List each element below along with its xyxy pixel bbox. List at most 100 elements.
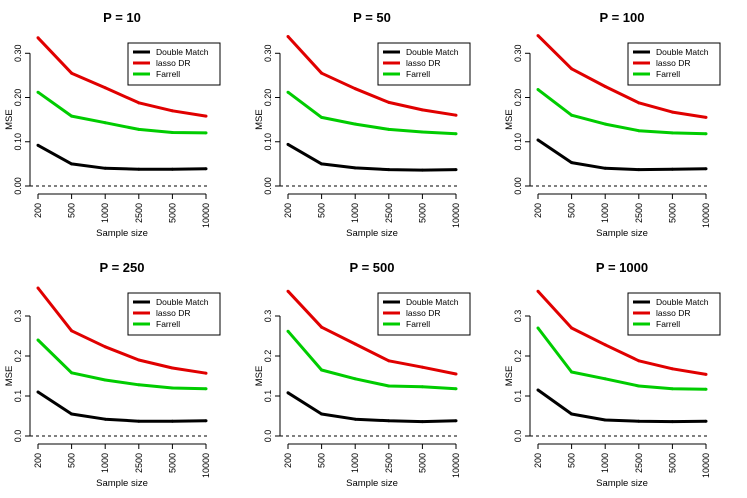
data-point <box>103 378 107 382</box>
data-point <box>704 115 708 119</box>
legend-label: Farrell <box>156 319 180 329</box>
y-tick-label: 0.2 <box>513 350 523 363</box>
data-point <box>353 122 357 126</box>
series-line-0 <box>287 391 457 424</box>
data-point <box>454 419 458 423</box>
x-tick-label: 200 <box>283 453 293 468</box>
data-point <box>603 377 607 381</box>
data-point <box>353 417 357 421</box>
data-point <box>103 86 107 90</box>
series-line-1 <box>536 34 707 119</box>
data-point <box>387 419 391 423</box>
x-tick-label: 200 <box>533 203 543 218</box>
data-point <box>454 132 458 136</box>
x-tick-label: 1000 <box>350 203 360 223</box>
data-point <box>70 329 74 333</box>
data-point <box>670 420 674 424</box>
data-point <box>536 88 540 92</box>
data-point <box>670 387 674 391</box>
data-point <box>454 387 458 391</box>
x-tick-label: 5000 <box>417 203 427 223</box>
x-tick-label: 2500 <box>634 203 644 223</box>
data-point <box>320 325 324 329</box>
y-tick-label: 0.00 <box>513 177 523 195</box>
data-point <box>637 419 641 423</box>
data-point <box>704 387 708 391</box>
legend-label: Farrell <box>656 319 680 329</box>
data-point <box>353 87 357 91</box>
x-tick-label: 500 <box>317 203 327 218</box>
chart-panel: P = 10 0.00 0.10 0.20 0.30 MSE 200 500 1000 2500 5… <box>4 10 221 239</box>
data-point <box>603 343 607 347</box>
y-tick-label: 0.3 <box>263 310 273 323</box>
data-point <box>137 383 141 387</box>
x-tick-label: 10000 <box>201 453 211 478</box>
x-tick-label: 200 <box>33 453 43 468</box>
y-tick-label: 0.10 <box>513 133 523 151</box>
y-tick-label: 0.3 <box>13 310 23 323</box>
legend-label: Double Match <box>656 297 709 307</box>
x-tick-label: 2500 <box>384 453 394 473</box>
data-point <box>570 412 574 416</box>
panel-title: P = 100 <box>600 10 645 25</box>
data-point <box>670 167 674 171</box>
data-point <box>387 384 391 388</box>
series-line-1 <box>536 290 707 376</box>
data-point <box>603 166 607 170</box>
panel-title: P = 1000 <box>596 260 648 275</box>
data-point <box>137 127 141 131</box>
data-point <box>353 166 357 170</box>
legend-label: Double Match <box>156 47 209 57</box>
y-axis-label: MSE <box>504 366 515 387</box>
data-point <box>320 115 324 119</box>
x-tick-label: 500 <box>567 453 577 468</box>
data-point <box>387 100 391 104</box>
legend-label: Farrell <box>406 69 430 79</box>
legend-label: Farrell <box>656 69 680 79</box>
data-point <box>170 109 174 113</box>
data-point <box>603 418 607 422</box>
legend-label: lasso DR <box>156 58 190 68</box>
series-line-0 <box>537 388 707 424</box>
x-axis-label: Sample size <box>596 478 648 489</box>
data-point <box>570 67 574 71</box>
data-point <box>36 143 40 147</box>
series-line-1 <box>286 35 457 117</box>
x-tick-label: 10000 <box>451 453 461 478</box>
data-point <box>170 167 174 171</box>
data-point <box>420 168 424 172</box>
data-point <box>536 138 540 142</box>
x-tick-label: 10000 <box>451 203 461 228</box>
x-tick-label: 5000 <box>167 453 177 473</box>
series-line-0 <box>37 143 207 171</box>
data-point <box>320 412 324 416</box>
y-tick-label: 0.20 <box>13 89 23 107</box>
data-point <box>637 101 641 105</box>
data-point <box>387 168 391 172</box>
x-axis-label: Sample size <box>346 478 398 489</box>
x-axis-label: Sample size <box>596 228 648 239</box>
x-tick-label: 5000 <box>167 203 177 223</box>
data-point <box>704 419 708 423</box>
data-point <box>70 114 74 118</box>
data-point <box>704 132 708 136</box>
x-tick-label: 10000 <box>701 203 711 228</box>
y-tick-label: 0.1 <box>513 390 523 403</box>
data-point <box>570 113 574 117</box>
data-point <box>536 388 540 392</box>
data-point <box>454 113 458 117</box>
data-point <box>420 420 424 424</box>
x-tick-label: 500 <box>567 203 577 218</box>
data-point <box>137 167 141 171</box>
data-point <box>286 90 290 94</box>
y-tick-label: 0.20 <box>513 89 523 107</box>
data-point <box>36 338 40 342</box>
data-point <box>454 168 458 172</box>
data-point <box>286 329 290 333</box>
x-tick-label: 500 <box>67 453 77 468</box>
x-tick-label: 1000 <box>600 203 610 223</box>
legend-label: Double Match <box>656 47 709 57</box>
data-point <box>637 129 641 133</box>
series-line-0 <box>287 143 457 172</box>
y-axis-label: MSE <box>504 109 515 130</box>
